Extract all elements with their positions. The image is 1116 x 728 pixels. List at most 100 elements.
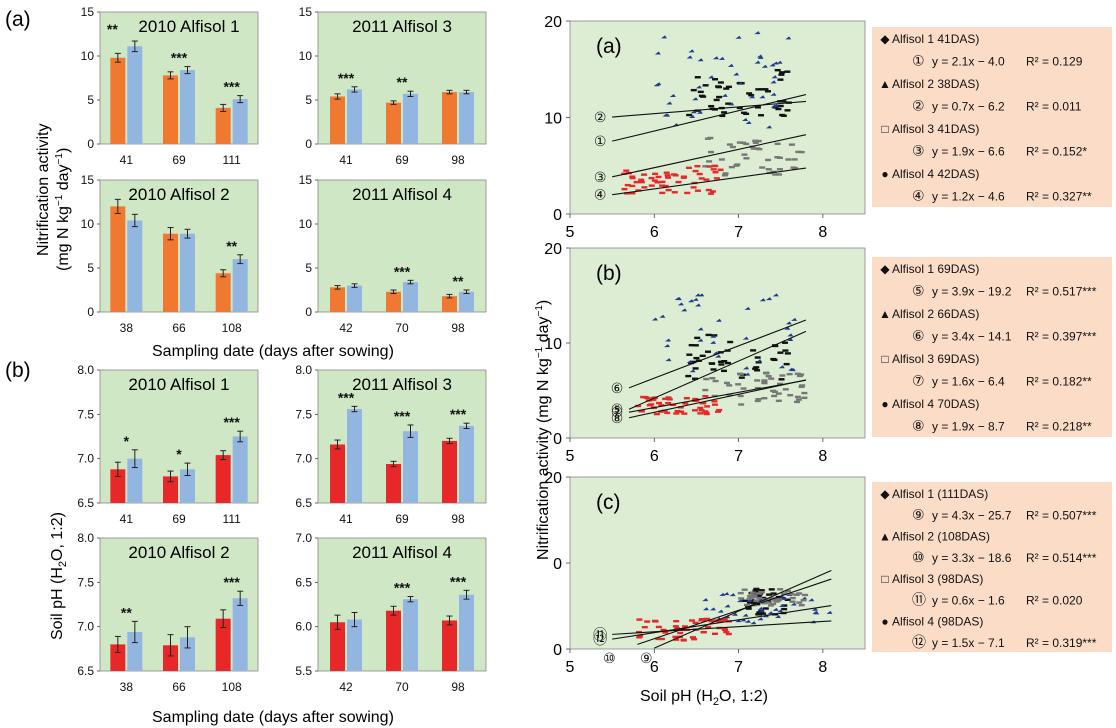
- data-point: [692, 621, 699, 625]
- data-point: [754, 386, 761, 390]
- data-point: [693, 356, 700, 360]
- data-point: [641, 173, 648, 176]
- data-point: [770, 92, 777, 96]
- x-tick-label: 69: [395, 512, 409, 526]
- data-point: [681, 175, 688, 178]
- x-tick-label: 8: [818, 224, 827, 241]
- data-point: [648, 403, 655, 406]
- data-point: [674, 627, 681, 630]
- data-point: [702, 165, 709, 168]
- data-point: [746, 597, 753, 601]
- legend-equation: y = 3.4x − 14.1: [932, 330, 1012, 344]
- data-point: [769, 63, 776, 67]
- panel-title: 2011 Alfisol 3: [352, 375, 452, 394]
- data-point: [713, 177, 720, 180]
- data-point: [662, 631, 669, 634]
- bar: [347, 89, 362, 144]
- data-point: [709, 190, 716, 193]
- y-tick-label: 7.5: [77, 575, 94, 589]
- data-point: [709, 607, 716, 611]
- data-point: [686, 360, 693, 364]
- y-tick-label: 0: [87, 305, 94, 319]
- data-point: [624, 183, 631, 187]
- data-point: [717, 360, 724, 363]
- bar: [215, 273, 231, 312]
- data-point: [700, 401, 707, 405]
- data-point: [755, 397, 762, 401]
- data-point: [743, 112, 750, 116]
- data-point: [710, 334, 717, 338]
- significance-mark: ***: [171, 50, 188, 66]
- legend-r2: R² = 0.129: [1026, 55, 1083, 69]
- bar: [459, 92, 474, 144]
- data-point: [802, 593, 809, 597]
- fit-line: [612, 620, 832, 635]
- data-point: [680, 638, 687, 642]
- x-tick-label: 41: [339, 512, 353, 526]
- data-point: [704, 617, 711, 621]
- data-point: [711, 400, 718, 403]
- data-point: [758, 590, 765, 594]
- data-point: [737, 373, 744, 376]
- bar-panel-a1: 0 5 10 15 2010 Alfisol 1 41 ** 69 *** 111 ***: [81, 5, 259, 167]
- panel-background: [99, 537, 259, 672]
- fit-line-label: ②: [594, 109, 607, 125]
- data-point: [749, 591, 756, 594]
- legend-marker: ▲: [879, 530, 891, 544]
- y-tick-label: 0: [305, 137, 312, 151]
- data-point: [795, 398, 802, 401]
- data-point: [784, 326, 791, 330]
- data-point: [709, 377, 716, 380]
- y-tick-label: 10: [81, 217, 95, 231]
- data-point: [674, 296, 681, 300]
- data-point: [752, 367, 759, 370]
- y-tick-label: 10: [544, 336, 562, 353]
- bar: [330, 287, 345, 312]
- bar: [403, 599, 418, 671]
- data-point: [663, 171, 670, 174]
- legend-marker: ◆: [880, 262, 890, 276]
- data-point: [788, 593, 795, 596]
- data-point: [721, 360, 728, 363]
- data-point: [675, 180, 682, 184]
- data-point: [777, 104, 784, 108]
- y-tick-label: 0: [553, 642, 562, 659]
- data-point: [710, 368, 717, 371]
- data-point: [648, 184, 655, 187]
- legend-sc: ◆ Alfisol 1 (111DAS) ⑨ y = 4.3x − 25.7 R² = …: [872, 482, 1112, 652]
- y-tick-label: 5: [305, 93, 312, 107]
- data-point: [674, 409, 681, 413]
- data-point: [745, 120, 752, 124]
- data-point: [652, 620, 659, 623]
- data-point: [696, 172, 703, 176]
- data-point: [756, 592, 763, 595]
- data-point: [723, 630, 730, 634]
- bar: [403, 93, 418, 144]
- sampling-date-label-a: Sampling date (days after sowing): [152, 343, 394, 360]
- bar: [215, 107, 231, 144]
- data-point: [660, 628, 667, 632]
- y-tick-label: 6.5: [77, 496, 94, 510]
- data-point: [727, 340, 734, 344]
- x-tick-label: 111: [223, 512, 242, 526]
- legend-equation-number: ②: [912, 98, 925, 114]
- data-point: [721, 627, 728, 630]
- significance-mark: *: [176, 446, 182, 462]
- data-point: [658, 637, 665, 641]
- panel-label: (c): [596, 491, 621, 514]
- legend-series-name: Alfisol 3 69DAS): [892, 352, 979, 366]
- data-point: [772, 61, 779, 65]
- data-point: [691, 409, 698, 412]
- legend-equation-number: ⑥: [912, 328, 925, 344]
- scatter-panel-sa: (a) 0 10 20 5 6 7 8 ① ② ③ ④: [544, 14, 866, 241]
- data-point: [735, 383, 742, 386]
- y-tick-label: 20: [544, 241, 562, 258]
- data-point: [688, 619, 695, 622]
- legend-sa: ◆ Alfisol 1 41DAS) ① y = 2.1x − 4.0 R² = 0.1…: [872, 27, 1112, 207]
- data-point: [677, 631, 684, 635]
- fit-line: [628, 379, 807, 413]
- data-point: [753, 366, 760, 369]
- data-point: [698, 409, 705, 412]
- data-point: [756, 613, 763, 616]
